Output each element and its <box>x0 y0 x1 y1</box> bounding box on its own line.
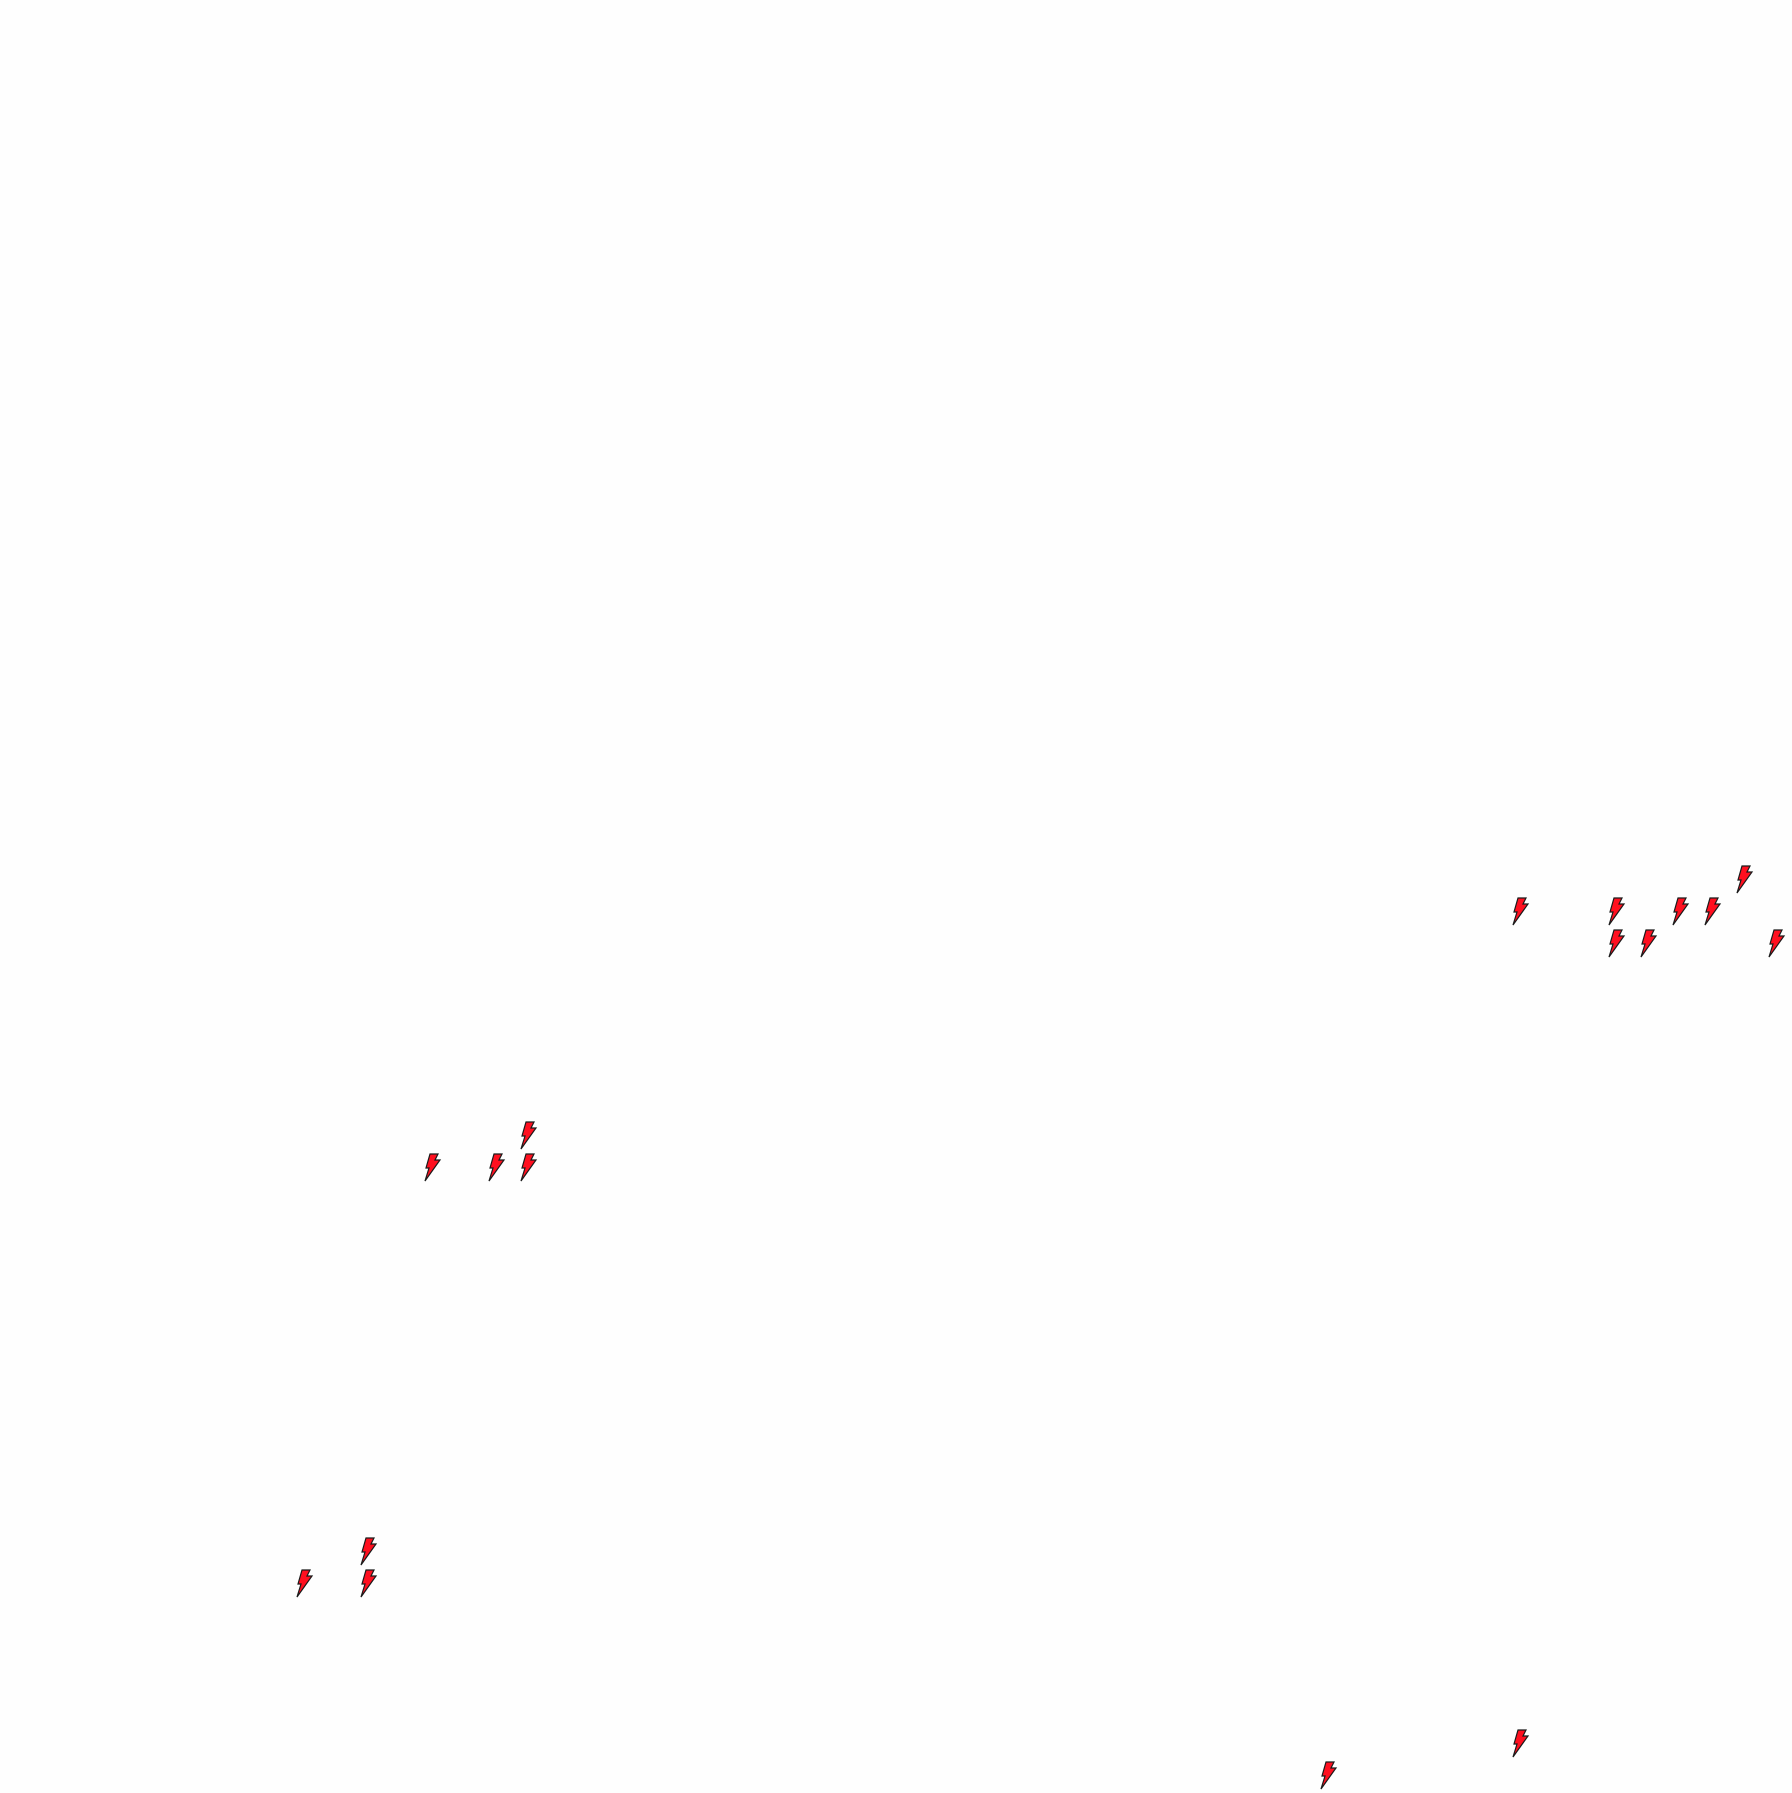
lightning-bolt-icon <box>359 1569 379 1601</box>
lightning-bolt-icon <box>295 1569 315 1601</box>
lightning-bolt-icon <box>359 1537 379 1569</box>
lightning-bolt-icon <box>423 1153 443 1185</box>
lightning-bolt-icon <box>519 1121 539 1153</box>
lightning-bolt-icon <box>519 1153 539 1185</box>
lightning-bolt-icon <box>1511 1729 1531 1761</box>
lightning-bolt-icon <box>1639 929 1659 961</box>
lightning-bolt-icon <box>1607 929 1627 961</box>
lightning-bolt-icon <box>1735 865 1755 897</box>
lightning-bolt-icon <box>1703 897 1723 929</box>
lightning-bolt-icon <box>1671 897 1691 929</box>
lightning-bolt-icon <box>1319 1761 1339 1793</box>
lightning-bolt-icon <box>1607 897 1627 929</box>
lightning-bolt-icon <box>1767 929 1787 961</box>
lightning-bolt-icon <box>1511 897 1531 929</box>
lightning-bolt-icon <box>487 1153 507 1185</box>
